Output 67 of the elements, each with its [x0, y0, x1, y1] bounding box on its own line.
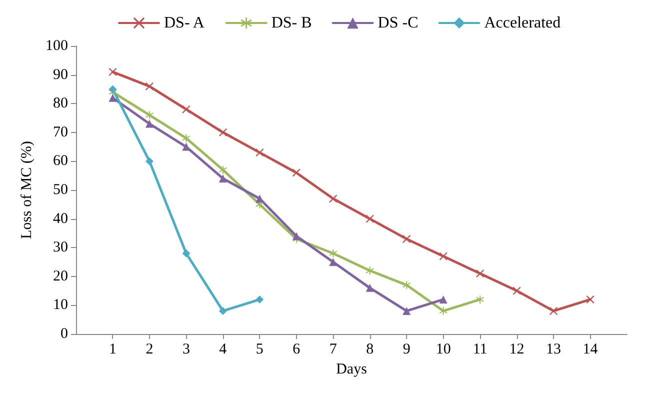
point: [145, 120, 154, 128]
point: [182, 105, 190, 114]
point: [256, 148, 264, 157]
point: [512, 286, 521, 295]
point: [182, 134, 190, 142]
x-tick-label: 8: [366, 342, 374, 358]
x-tick-label: 13: [546, 342, 562, 358]
y-tick-label: 100: [46, 38, 68, 54]
point: [366, 284, 374, 292]
point: [402, 281, 411, 290]
point: [329, 194, 338, 203]
point: [550, 306, 558, 315]
point: [439, 306, 448, 315]
x-tick-label: 1: [108, 342, 116, 358]
point: [145, 157, 154, 166]
point: [108, 94, 117, 102]
y-tick-label: 0: [60, 326, 68, 342]
point: [476, 295, 484, 304]
y-tick-label: 80: [53, 96, 68, 112]
x-tick-label: 12: [509, 342, 524, 358]
legend-label: DS- B: [271, 14, 312, 32]
point: [218, 306, 227, 315]
point: [329, 249, 338, 258]
point: [292, 232, 300, 240]
x-axis-title: Days: [336, 362, 368, 378]
y-tick-label: 90: [53, 66, 68, 83]
point: [366, 266, 374, 275]
y-tick-label: 10: [53, 297, 68, 314]
point: [182, 249, 190, 258]
y-axis-title: Loss of MC (%): [19, 141, 36, 239]
point: [439, 295, 448, 304]
x-tick-label: 7: [329, 342, 338, 358]
legend-label: Accelerated: [484, 14, 561, 32]
point: [256, 194, 264, 203]
x-tick-label: 2: [146, 342, 154, 358]
point: [218, 166, 227, 174]
x-tick-label: 5: [256, 342, 264, 358]
y-tick-label: 50: [53, 182, 68, 198]
y-tick-label: 60: [53, 153, 68, 170]
point: [292, 168, 300, 177]
point: [439, 252, 448, 260]
point: [108, 85, 117, 94]
x-tick-label: 3: [182, 342, 190, 358]
legend-label: DS -C: [378, 14, 418, 32]
point: [402, 306, 411, 315]
point: [476, 270, 484, 278]
x-tick-label: 14: [582, 342, 598, 358]
point: [218, 128, 227, 136]
point: [586, 295, 594, 304]
x-tick-label: 6: [292, 342, 301, 358]
point: [218, 174, 227, 182]
y-tick-label: 30: [53, 240, 68, 256]
x-tick-label: 9: [402, 342, 410, 358]
x-tick-label: 11: [472, 342, 488, 358]
x-tick-label: 4: [219, 342, 228, 358]
y-tick-label: 40: [53, 210, 68, 227]
x-tick-label: 10: [436, 342, 451, 358]
legend-label: DS- A: [164, 14, 205, 32]
point: [402, 234, 411, 243]
point: [145, 111, 154, 120]
y-tick-label: 20: [53, 268, 68, 284]
point: [108, 68, 117, 76]
y-tick-label: 70: [53, 124, 68, 140]
point: [329, 258, 338, 266]
point: [366, 214, 374, 223]
point: [256, 295, 264, 304]
point: [145, 82, 154, 90]
